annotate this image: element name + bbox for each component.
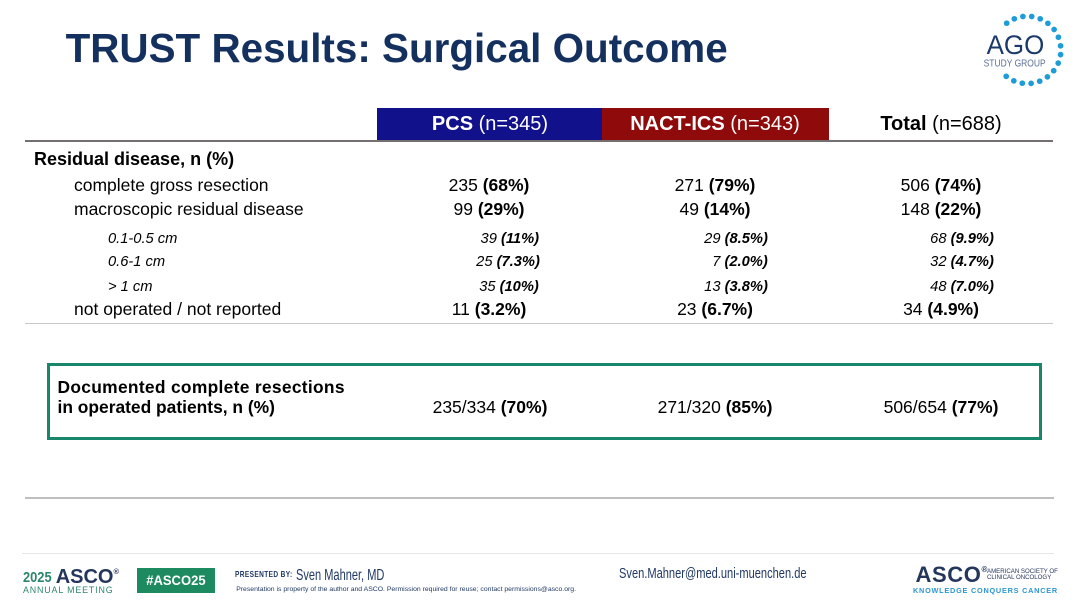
svg-text:STUDY GROUP: STUDY GROUP xyxy=(984,58,1046,69)
svg-text:AGO: AGO xyxy=(987,30,1045,60)
